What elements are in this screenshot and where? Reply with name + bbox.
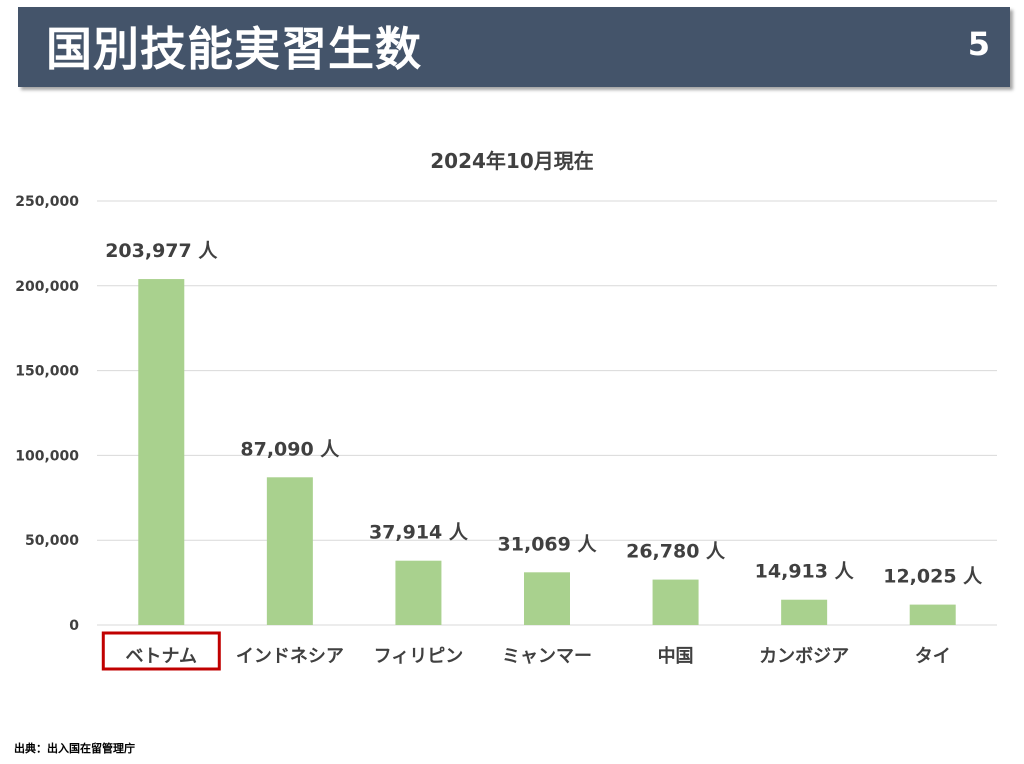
bar (524, 572, 570, 625)
data-label: 87,090 人 (240, 438, 340, 460)
x-category-label: 中国 (658, 645, 694, 667)
x-category-label: フィリピン (374, 646, 464, 667)
bar (909, 604, 956, 625)
x-axis-categories: ベトナム インドネシア フィリピン ミャンマー 中国 カンボジア タイ (101, 631, 951, 671)
data-label: 12,025 人 (883, 566, 983, 588)
source-note: 出典：出入国在留管理庁 (14, 742, 135, 755)
bar (266, 477, 313, 625)
y-tick-label: 100,000 (15, 448, 79, 464)
x-category-label: カンボジア (759, 646, 849, 667)
y-tick-label: 250,000 (15, 194, 79, 210)
page-title: 国別技能実習生数 (46, 22, 422, 76)
bars (138, 279, 956, 625)
bar (781, 599, 828, 625)
gridlines (97, 200, 997, 626)
x-category-label: ベトナム (126, 646, 197, 667)
bar (652, 579, 699, 625)
x-category-label: ミャンマー (502, 646, 592, 667)
header-bar: 国別技能実習生数 5 (18, 7, 1010, 87)
data-label: 203,977 人 (105, 240, 218, 262)
bar-chart: 2024年10月現在 0 50,000 100,000 150,000 200,000 2… (15, 149, 997, 671)
data-label: 37,914 人 (369, 522, 469, 544)
data-label: 31,069 人 (498, 533, 598, 555)
highlight-box (101, 631, 221, 671)
chart-title: 2024年10月現在 (430, 149, 594, 173)
y-tick-label: 0 (69, 618, 79, 634)
bar (138, 279, 185, 625)
bar (395, 560, 442, 625)
page-number: 5 (967, 25, 990, 63)
y-axis-ticks: 0 50,000 100,000 150,000 200,000 250,000 (15, 194, 79, 634)
x-category-label: インドネシア (236, 646, 344, 667)
data-label: 26,780 人 (626, 541, 726, 563)
y-tick-label: 200,000 (15, 279, 79, 295)
x-category-label: タイ (915, 646, 951, 667)
y-tick-label: 50,000 (25, 533, 79, 549)
y-tick-label: 150,000 (15, 364, 79, 380)
data-labels: 203,977 人 87,090 人 37,914 人 31,069 人 26,780 … (105, 240, 983, 588)
data-label: 14,913 人 (755, 561, 855, 583)
